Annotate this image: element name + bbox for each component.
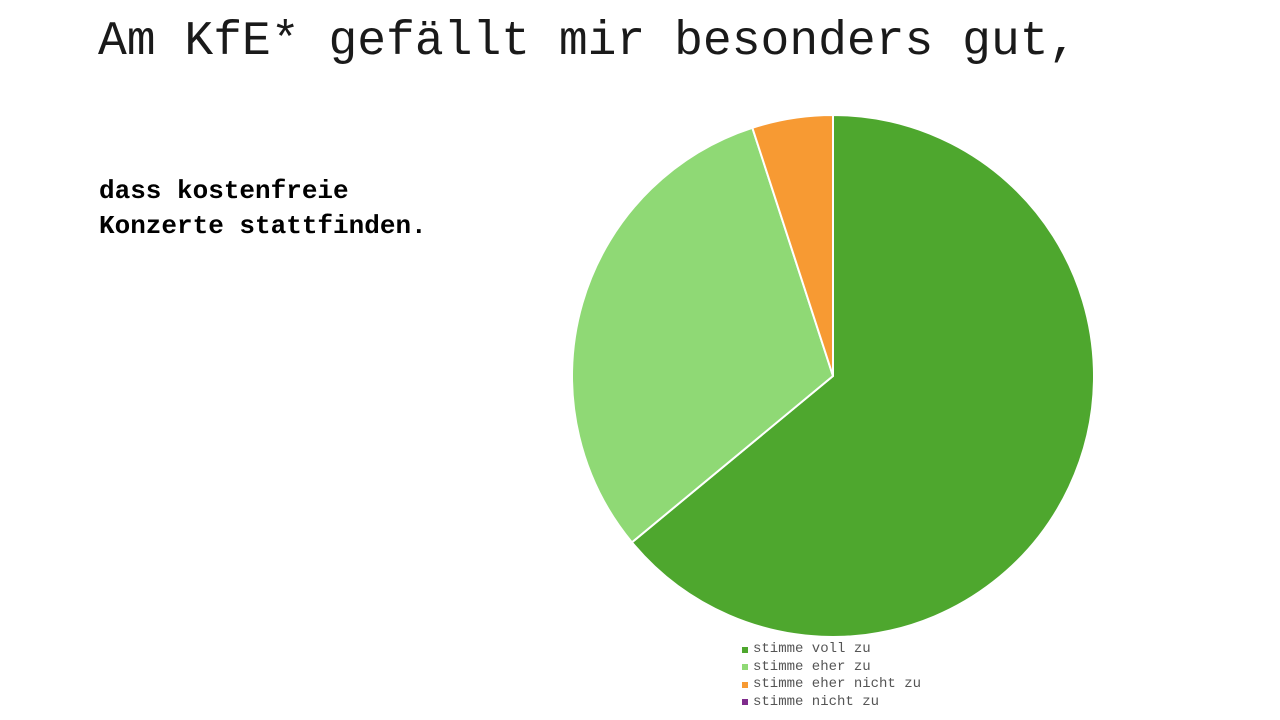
legend-label: stimme eher nicht zu [753, 676, 922, 692]
legend-swatch [742, 664, 748, 671]
legend-swatch [742, 699, 748, 706]
pie-slice-2 [571, 126, 834, 544]
legend-label: stimme nicht zu [753, 693, 880, 710]
legend-swatch [742, 646, 748, 653]
chart-legend: stimme voll zu stimme eher zu stimme eher … [742, 641, 921, 711]
pie-slices [571, 114, 1095, 638]
pie-slice-1 [630, 114, 1095, 638]
legend-item: stimme eher nicht zu [742, 676, 921, 694]
slide-title: Am KfE* gefällt mir besonders gut, [98, 15, 1078, 69]
legend-label: stimme voll zu [753, 641, 871, 657]
pie-slice-3 [751, 114, 834, 377]
legend-item: stimme nicht zu [742, 694, 921, 712]
slide-subtitle: dass kostenfreie Konzerte stattfinden. [99, 176, 427, 241]
legend-swatch [742, 681, 748, 688]
legend-item: stimme voll zu [742, 641, 921, 659]
legend-label: stimme eher zu [753, 658, 871, 675]
legend-item: stimme eher zu [742, 659, 921, 677]
